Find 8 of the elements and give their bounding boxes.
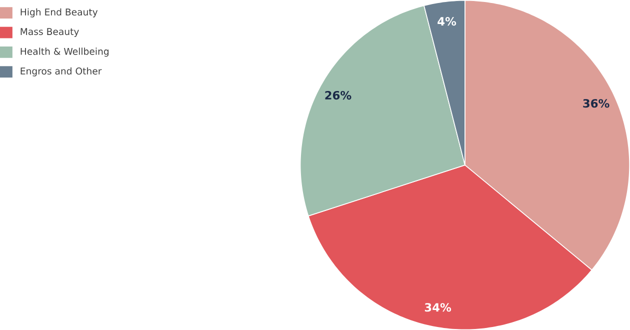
- legend-label: Mass Beauty: [20, 28, 79, 37]
- data-label: 4%: [438, 16, 456, 26]
- legend-label: Health & Wellbeing: [20, 48, 108, 57]
- data-label: 34%: [424, 303, 452, 312]
- data-label: 36%: [583, 99, 610, 108]
- legend-label: High End Beauty: [20, 8, 98, 18]
- data-label: 26%: [325, 90, 352, 100]
- legend-label: Engros and Other: [20, 67, 102, 76]
